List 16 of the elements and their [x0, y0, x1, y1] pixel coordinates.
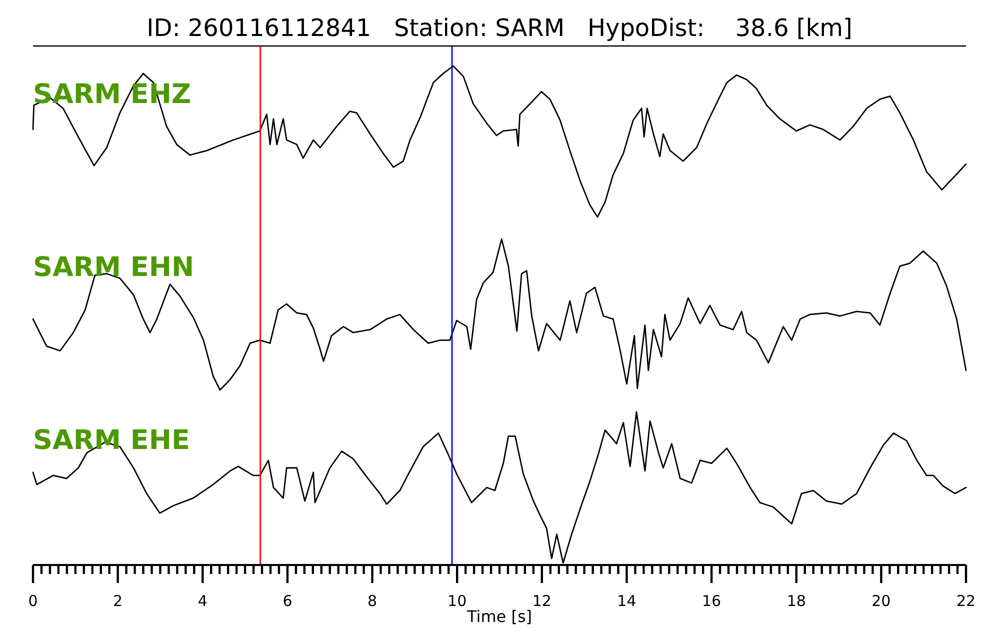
annotation: SARM EHN [33, 252, 194, 283]
chart-title: ID: 260116112841 Station: SARM HypoDist: 38.6 [km] [146, 14, 852, 42]
x-tick-label: 22 [956, 592, 976, 610]
x-tick-label: 12 [532, 592, 552, 610]
x-tick-label: 16 [702, 592, 722, 610]
x-tick-label: 4 [198, 592, 208, 610]
x-tick-label: 0 [28, 592, 38, 610]
x-tick-label: 6 [282, 592, 292, 610]
x-axis-title: Time [s] [466, 607, 532, 626]
x-tick-label: 20 [872, 592, 891, 610]
x-tick-label: 10 [448, 592, 467, 610]
x-tick-label: 2 [113, 592, 123, 610]
x-tick-label: 8 [368, 592, 378, 610]
annotation: SARM EHE [33, 425, 190, 456]
x-tick-label: 14 [617, 592, 636, 610]
x-tick-label: 18 [786, 592, 806, 610]
